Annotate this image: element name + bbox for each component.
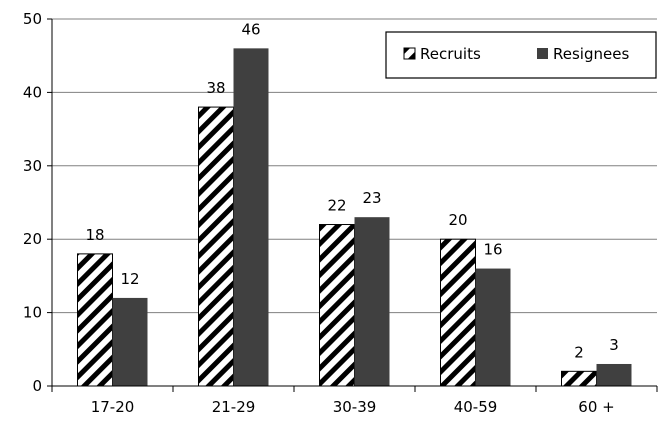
- bar-recruits-30-39: [319, 224, 355, 387]
- y-tick-label: 20: [23, 230, 42, 248]
- labels: 0 10 20 30 40 50 18 38 22 20 2 12 46 23 16 3 17-20 21-29 3…: [23, 10, 619, 416]
- data-label: 20: [448, 211, 467, 229]
- x-tick-label: 30-39: [333, 398, 377, 416]
- data-label: 18: [85, 226, 104, 244]
- legend-swatch-recruits: [403, 47, 416, 60]
- bar-resignees-17-20: [112, 297, 148, 386]
- data-label: 38: [206, 79, 225, 97]
- bar-recruits-17-20: [77, 253, 113, 387]
- legend-label-recruits: Recruits: [420, 45, 481, 63]
- data-label: 12: [120, 270, 139, 288]
- bar-resignees-21-29: [233, 48, 269, 387]
- bar-recruits-40-59: [440, 238, 476, 387]
- data-label: 23: [362, 189, 381, 207]
- bar-resignees-30-39: [354, 217, 390, 386]
- legend-box: [385, 31, 657, 79]
- bar-resignees-60: [596, 363, 632, 386]
- x-tick-label: 40-59: [454, 398, 498, 416]
- data-label: 2: [574, 343, 584, 361]
- data-label: 46: [241, 20, 260, 38]
- bar-recruits-21-29: [198, 106, 234, 387]
- x-tick-label: 60 +: [578, 398, 614, 416]
- y-tick-label: 0: [32, 377, 42, 395]
- x-tick-label: 21-29: [212, 398, 256, 416]
- bar-recruits-60: [561, 370, 597, 387]
- x-tick-label: 17-20: [91, 398, 135, 416]
- data-label: 22: [327, 197, 346, 215]
- y-tick-label: 30: [23, 157, 42, 175]
- data-label: 3: [609, 336, 619, 354]
- gridlines: [52, 18, 657, 314]
- axes: [47, 18, 658, 392]
- data-label: 16: [483, 241, 502, 259]
- legend-swatch-resignees: [537, 48, 548, 59]
- bar-resignees-40-59: [475, 268, 511, 386]
- bars: [77, 48, 632, 387]
- y-tick-label: 50: [23, 10, 42, 28]
- legend: Recruits Resignees: [385, 31, 657, 79]
- y-tick-label: 10: [23, 304, 42, 322]
- y-tick-label: 40: [23, 83, 42, 101]
- legend-label-resignees: Resignees: [553, 45, 629, 63]
